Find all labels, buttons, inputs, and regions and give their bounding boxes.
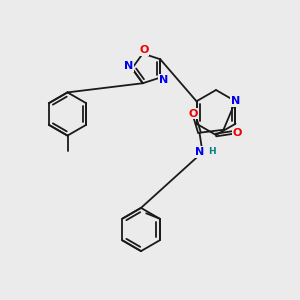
Text: O: O	[189, 109, 198, 118]
Text: H: H	[208, 147, 216, 156]
Text: N: N	[124, 61, 134, 71]
Text: N: N	[159, 75, 168, 85]
Text: N: N	[231, 96, 240, 106]
Text: O: O	[139, 45, 149, 55]
Text: O: O	[232, 128, 242, 138]
Text: N: N	[195, 147, 204, 157]
